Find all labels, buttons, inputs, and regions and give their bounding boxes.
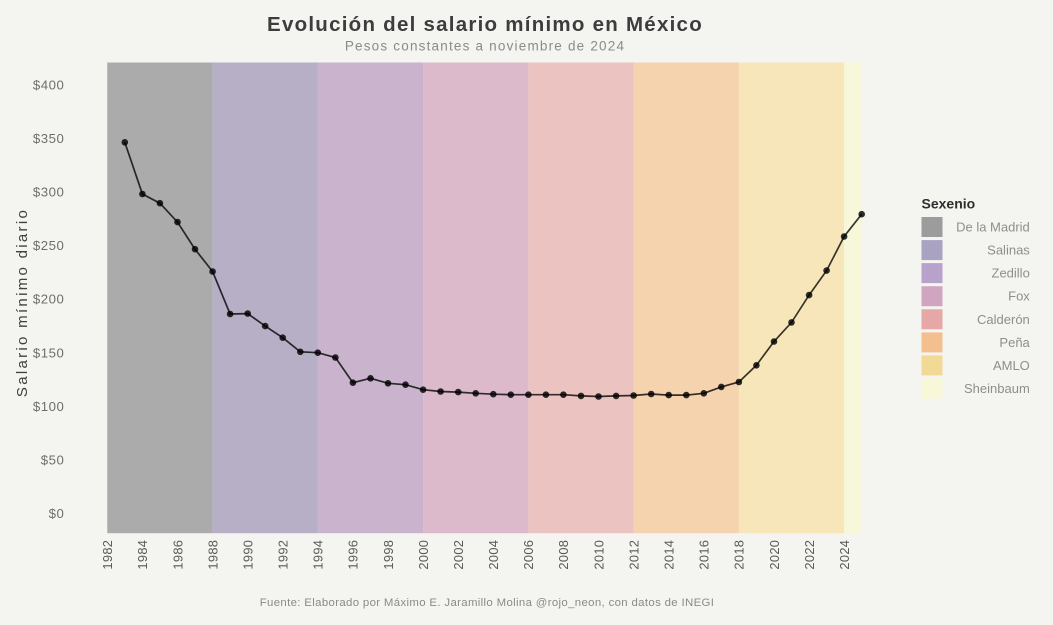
svg-text:1984: 1984 — [135, 540, 150, 570]
svg-text:1992: 1992 — [276, 540, 291, 570]
svg-text:2002: 2002 — [451, 540, 466, 570]
svg-text:2000: 2000 — [416, 540, 431, 570]
svg-text:De la Madrid: De la Madrid — [956, 220, 1030, 235]
svg-text:1998: 1998 — [381, 540, 396, 570]
svg-text:$250: $250 — [33, 238, 65, 253]
svg-text:$0: $0 — [49, 506, 65, 521]
svg-text:Sexenio: Sexenio — [922, 196, 976, 212]
svg-text:1996: 1996 — [346, 540, 361, 570]
svg-text:$300: $300 — [33, 185, 65, 200]
svg-text:1994: 1994 — [311, 540, 326, 570]
svg-text:Fuente: Elaborado por Máximo E: Fuente: Elaborado por Máximo E. Jaramill… — [260, 597, 715, 609]
svg-text:$350: $350 — [33, 131, 65, 146]
svg-text:2016: 2016 — [697, 540, 712, 570]
svg-text:$400: $400 — [33, 78, 65, 93]
svg-text:2006: 2006 — [521, 540, 536, 570]
svg-text:2014: 2014 — [662, 540, 677, 570]
svg-text:Peña: Peña — [999, 335, 1030, 350]
svg-text:1990: 1990 — [241, 540, 256, 570]
svg-text:2004: 2004 — [486, 540, 501, 570]
svg-text:2012: 2012 — [626, 540, 641, 570]
svg-text:2022: 2022 — [802, 540, 817, 570]
svg-text:Fox: Fox — [1008, 289, 1030, 304]
svg-text:1986: 1986 — [170, 540, 185, 570]
svg-text:Zedillo: Zedillo — [992, 266, 1030, 281]
svg-text:$200: $200 — [33, 292, 65, 307]
svg-text:1988: 1988 — [205, 540, 220, 570]
svg-text:2010: 2010 — [591, 540, 606, 570]
svg-text:Salario mínimo diario: Salario mínimo diario — [14, 208, 31, 397]
svg-text:2018: 2018 — [732, 540, 747, 570]
svg-text:Pesos constantes a noviembre d: Pesos constantes a noviembre de 2024 — [345, 39, 625, 54]
svg-text:$150: $150 — [33, 345, 65, 360]
svg-text:AMLO: AMLO — [993, 358, 1030, 373]
svg-text:1982: 1982 — [100, 540, 115, 570]
svg-text:Evolución del salario mínimo e: Evolución del salario mínimo en México — [267, 13, 703, 36]
svg-text:2008: 2008 — [556, 540, 571, 570]
svg-text:Calderón: Calderón — [977, 312, 1030, 327]
svg-text:Salinas: Salinas — [987, 243, 1030, 258]
svg-text:2020: 2020 — [767, 540, 782, 570]
svg-text:2024: 2024 — [837, 540, 852, 570]
svg-text:$50: $50 — [41, 452, 65, 467]
svg-text:$100: $100 — [33, 399, 65, 414]
svg-text:Sheinbaum: Sheinbaum — [964, 381, 1030, 396]
